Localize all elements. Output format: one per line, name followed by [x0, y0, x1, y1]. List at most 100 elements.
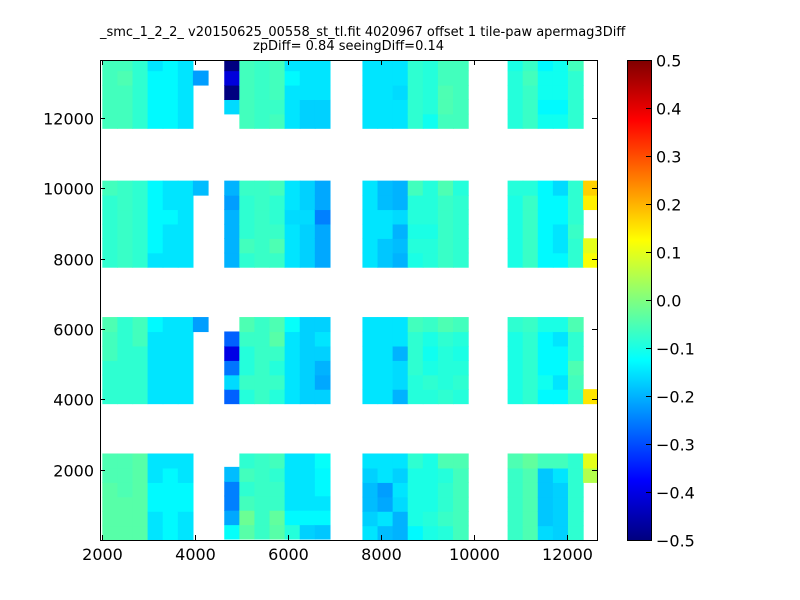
heatmap-cell — [537, 467, 554, 483]
heatmap-cell — [377, 453, 394, 469]
heatmap-cell — [377, 70, 394, 86]
heatmap-cell — [102, 389, 119, 405]
heatmap-cell — [507, 511, 524, 527]
heatmap-cell — [162, 525, 179, 541]
heatmap-cell — [453, 195, 469, 211]
heatmap-cell — [507, 345, 524, 361]
heatmap-cell — [177, 84, 194, 100]
heatmap-cell — [132, 482, 149, 498]
heatmap-cell — [162, 453, 179, 469]
heatmap-cell — [132, 374, 149, 390]
heatmap-cell — [177, 209, 194, 225]
heatmap-cell — [437, 511, 454, 527]
heatmap-cell — [362, 70, 379, 86]
heatmap-cell — [314, 466, 331, 482]
heatmap-cell — [567, 467, 584, 483]
heatmap-cell — [537, 374, 554, 390]
heatmap-cell — [392, 113, 409, 129]
heatmap-cell — [522, 195, 539, 211]
heatmap-cell — [239, 113, 256, 129]
heatmap-cell — [407, 252, 424, 268]
heatmap-cell — [162, 467, 179, 483]
colorbar-tick-label: 0.3 — [656, 148, 681, 167]
heatmap-cell — [254, 180, 271, 196]
heatmap-cell — [507, 360, 524, 376]
heatmap-cell — [522, 113, 539, 129]
heatmap-cell — [552, 496, 569, 512]
heatmap-cell — [177, 238, 194, 254]
heatmap-cell — [583, 180, 598, 196]
heatmap-cell — [314, 317, 331, 333]
heatmap-cell — [537, 180, 554, 196]
heatmap-cell — [269, 374, 286, 390]
heatmap-cell — [284, 209, 301, 225]
colorbar-tick-label: −0.5 — [656, 532, 695, 551]
heatmap-cell — [537, 252, 554, 268]
heatmap-cell — [453, 84, 469, 100]
heatmap-cell — [453, 209, 469, 225]
x-tick-label: 2000 — [82, 545, 123, 564]
heatmap-cell — [254, 510, 271, 526]
heatmap-cell — [583, 252, 598, 268]
heatmap-cell — [162, 60, 179, 72]
heatmap-cell — [567, 70, 584, 86]
y-tick-label: 8000 — [53, 251, 94, 270]
heatmap-cell — [117, 209, 134, 225]
heatmap-cell — [239, 317, 256, 333]
heatmap-cell — [507, 238, 524, 254]
heatmap-cell — [254, 84, 271, 100]
heatmap-cell — [314, 345, 331, 361]
heatmap-cell — [132, 252, 149, 268]
heatmap-cell — [254, 389, 271, 405]
heatmap-cell — [299, 84, 316, 100]
heatmap-cell — [314, 180, 331, 196]
heatmap-cell — [552, 360, 569, 376]
heatmap-cell — [314, 331, 331, 347]
heatmap-cell — [162, 238, 179, 254]
heatmap-cell — [117, 374, 134, 390]
heatmap-cell — [314, 99, 331, 115]
heatmap-cell — [522, 84, 539, 100]
heatmap-cell — [314, 209, 331, 225]
heatmap-cell — [422, 467, 439, 483]
heatmap-cell — [567, 223, 584, 239]
heatmap-cell — [147, 453, 164, 469]
heatmap-cell — [362, 180, 379, 196]
heatmap-cell — [284, 495, 301, 511]
heatmap-cell — [392, 389, 409, 405]
heatmap-cell — [362, 374, 379, 390]
chart-subtitle: zpDiff= 0.84 seeingDiff=0.14 — [252, 39, 445, 54]
heatmap-cell — [162, 180, 179, 196]
heatmap-cell — [102, 99, 119, 115]
heatmap-cell — [437, 195, 454, 211]
heatmap-cell — [537, 317, 554, 333]
heatmap-cell — [552, 389, 569, 405]
heatmap-cell — [437, 113, 454, 129]
heatmap-cell — [299, 70, 316, 86]
heatmap-cell — [284, 374, 301, 390]
heatmap-cell — [377, 223, 394, 239]
heatmap-cell — [314, 113, 331, 129]
heatmap-cell — [407, 113, 424, 129]
heatmap-cell — [147, 70, 164, 86]
heatmap-cell — [299, 180, 316, 196]
heatmap-cell — [239, 238, 256, 254]
heatmap-cell — [162, 331, 179, 347]
heatmap-cell — [362, 60, 379, 72]
heatmap-cell — [522, 389, 539, 405]
heatmap-cell — [537, 389, 554, 405]
heatmap-cell — [254, 60, 271, 72]
heatmap-cell — [522, 467, 539, 483]
heatmap-cell — [567, 331, 584, 347]
heatmap-cell — [254, 209, 271, 225]
heatmap-cell — [314, 223, 331, 239]
heatmap-cell — [147, 238, 164, 254]
heatmap-cell — [437, 467, 454, 483]
heatmap-cell — [507, 389, 524, 405]
heatmap-cell — [254, 345, 271, 361]
heatmap-cell — [269, 331, 286, 347]
heatmap-cell — [377, 84, 394, 100]
heatmap-cell — [377, 99, 394, 115]
heatmap-cell — [567, 180, 584, 196]
heatmap-cell — [392, 60, 409, 72]
